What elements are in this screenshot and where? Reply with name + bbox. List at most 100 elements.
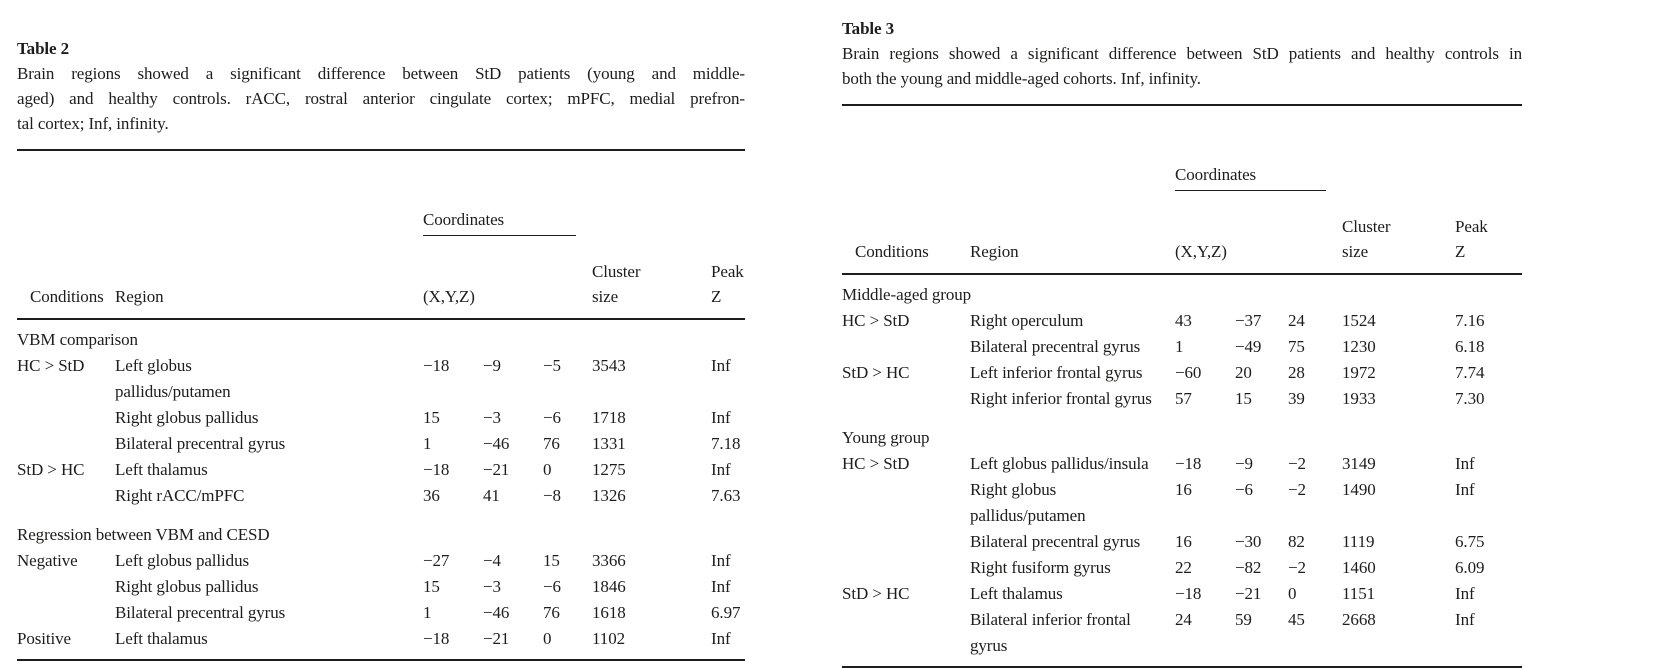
coord-y-cell: −37 (1235, 311, 1262, 330)
region-cell: Right globus pallidus (115, 408, 259, 427)
coord-z-cell: 15 (543, 551, 560, 570)
coord-y-cell: 15 (1235, 389, 1252, 408)
coord-x-cell: −18 (423, 629, 450, 648)
cluster-size-cell: 1119 (1342, 532, 1375, 551)
coord-x-cell: 16 (1175, 532, 1192, 551)
table-2-caption-line: Brain regions showed a significant diffe… (17, 64, 745, 83)
region-header: Region (970, 239, 1175, 275)
region-cell: Left inferior frontal gyrus (970, 363, 1143, 382)
header-empty-cell (17, 150, 115, 284)
region-cell: Left thalamus (970, 584, 1063, 603)
peak-header-line2: Z (1455, 239, 1523, 275)
table-row: StD > HC Left thalamus −18 −21 0 1151 Inf (842, 581, 1522, 607)
coord-x-cell: 22 (1175, 558, 1192, 577)
section-row: Young group (842, 425, 1522, 451)
condition-cell: StD > HC (17, 460, 85, 479)
cluster-size-cell: 1460 (1342, 558, 1376, 577)
table-2-header: Coordinates Cluster Peak Conditions Regi… (17, 150, 746, 320)
region-cell: Bilateral precentral gyrus (970, 532, 1141, 551)
condition-cell (17, 405, 115, 431)
coord-z-cell: 75 (1288, 337, 1305, 356)
coord-z-cell: −6 (543, 408, 561, 427)
table-row: Right globus pallidus/putamen 16 −6 −2 1490 I… (842, 477, 1522, 529)
coord-y-cell: −30 (1235, 532, 1262, 551)
coord-x-cell: −18 (1175, 584, 1202, 603)
table-row: Bilateral inferior frontal gyrus 24 59 45 26… (842, 607, 1522, 667)
coord-x-cell: 15 (423, 408, 440, 427)
condition-cell (842, 529, 970, 555)
spacer-row (17, 509, 745, 522)
condition-cell: Positive (17, 629, 71, 648)
peak-header-line1: Peak (711, 262, 744, 281)
table-row: Right globus pallidus 15 −3 −6 1718 Inf (17, 405, 745, 431)
xyz-header: (X,Y,Z) (1175, 239, 1343, 275)
table-row: StD > HC Left inferior frontal gyrus −60 20… (842, 360, 1522, 386)
coordinates-spanner-cell: Coordinates (423, 150, 592, 284)
cluster-size-cell: 1972 (1342, 363, 1376, 382)
coord-z-cell: −8 (543, 486, 561, 505)
coord-z-cell: −2 (1288, 558, 1306, 577)
cluster-size-cell: 1718 (592, 408, 626, 427)
conditions-header: Conditions (17, 284, 115, 320)
spacer-cell (842, 412, 1522, 425)
coord-x-cell: 24 (1175, 610, 1192, 629)
coord-z-cell: 24 (1288, 311, 1305, 330)
cluster-header-line2: size (1342, 239, 1456, 275)
coord-y-cell: −21 (483, 460, 510, 479)
region-cell: Right inferior frontal gyrus (970, 389, 1152, 408)
peak-header-line1: Peak (1455, 217, 1488, 236)
coord-x-cell: 1 (423, 434, 432, 453)
cluster-size-cell: 1151 (1342, 584, 1376, 603)
coord-x-cell: 16 (1175, 480, 1192, 499)
region-cell: Left thalamus (115, 629, 208, 648)
table-row: Bilateral precentral gyrus 1 −49 75 1230 6.18 (842, 334, 1522, 360)
region-cell: Left globus pallidus/insula (970, 454, 1149, 473)
condition-cell (17, 431, 115, 457)
coord-y-cell: −21 (1235, 584, 1262, 603)
condition-cell (842, 477, 970, 529)
peak-z-cell: 6.18 (1455, 337, 1485, 356)
table-2-block: Table 2 Brain regions showed a significa… (17, 36, 745, 661)
cluster-header-line2: size (592, 284, 712, 320)
coord-z-cell: 0 (1288, 584, 1297, 603)
region-cell: Left globus pallidus/putamen (115, 356, 231, 401)
section-row: VBM comparison (17, 319, 745, 353)
peak-z-cell: 6.09 (1455, 558, 1485, 577)
peak-z-cell: Inf (711, 460, 731, 479)
coord-z-cell: 76 (543, 434, 560, 453)
header-empty-cell (842, 105, 970, 239)
peak-z-cell: 7.16 (1455, 311, 1485, 330)
cluster-size-cell: 2668 (1342, 610, 1376, 629)
condition-cell (17, 483, 115, 509)
cluster-size-cell: 1331 (592, 434, 626, 453)
table-row: Right fusiform gyrus 22 −82 −2 1460 6.09 (842, 555, 1522, 581)
coord-x-cell: 1 (1175, 337, 1184, 356)
cluster-size-cell: 1846 (592, 577, 626, 596)
spacer-row (842, 412, 1522, 425)
condition-cell: StD > HC (842, 363, 910, 382)
table-3-caption-line: Brain regions showed a significant diffe… (842, 44, 1522, 63)
region-cell: Right globus pallidus/putamen (970, 480, 1086, 525)
section-label: VBM comparison (17, 330, 138, 349)
table-row: Bilateral precentral gyrus 1 −46 76 1618 6.97 (17, 600, 745, 626)
coord-z-cell: −2 (1288, 480, 1306, 499)
coordinates-header: Coordinates (423, 208, 577, 236)
coord-x-cell: −18 (423, 356, 450, 375)
cluster-size-cell: 3149 (1342, 454, 1376, 473)
coord-x-cell: −27 (423, 551, 450, 570)
coord-y-cell: −3 (483, 408, 501, 427)
coord-x-cell: 57 (1175, 389, 1192, 408)
section-row: Middle-aged group (842, 274, 1522, 308)
coord-z-cell: −2 (1288, 454, 1306, 473)
cluster-size-cell: 1230 (1342, 337, 1376, 356)
peak-z-cell: 6.97 (711, 603, 741, 622)
region-cell: Right fusiform gyrus (970, 558, 1111, 577)
section-label: Young group (842, 428, 930, 447)
region-cell: Bilateral inferior frontal gyrus (970, 610, 1131, 655)
coord-y-cell: 20 (1235, 363, 1252, 382)
header-empty-cell (115, 150, 423, 284)
region-cell: Bilateral precentral gyrus (115, 434, 286, 453)
cluster-size-cell: 1933 (1342, 389, 1376, 408)
peak-header-line2: Z (711, 284, 746, 320)
coordinates-header: Coordinates (1175, 163, 1327, 191)
